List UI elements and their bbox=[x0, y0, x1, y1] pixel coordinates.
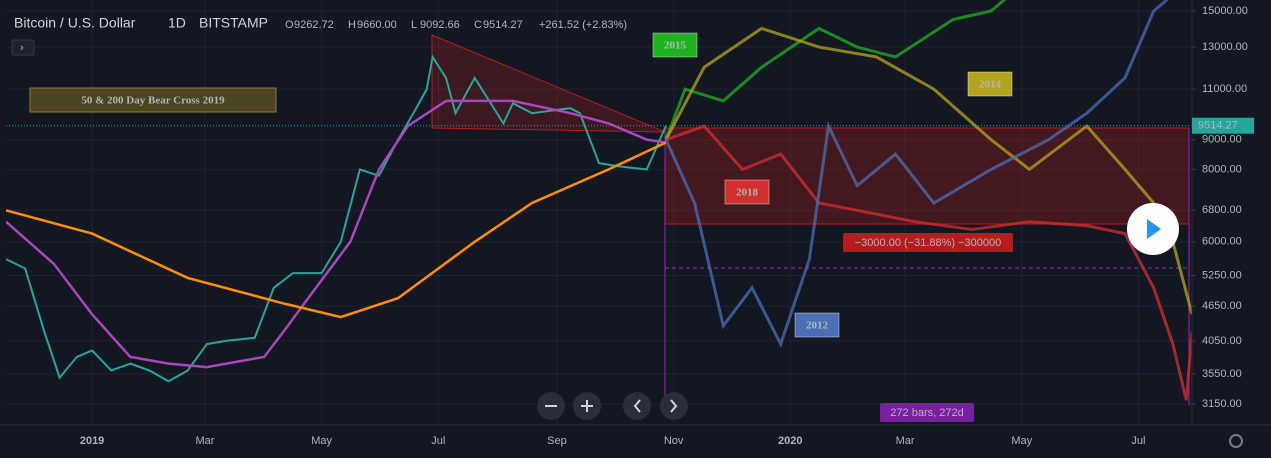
collapse-button[interactable] bbox=[11, 39, 35, 56]
triangle-drawing bbox=[431, 34, 666, 133]
ohlc-key: L bbox=[411, 19, 417, 31]
ohlc-key: O bbox=[285, 19, 294, 31]
ohlc-value: 9262.72 bbox=[294, 19, 334, 31]
scroll-left[interactable] bbox=[623, 392, 651, 420]
series-group bbox=[6, 0, 1192, 401]
series-line bbox=[664, 0, 1007, 141]
ohlc-value: 9514.27 bbox=[483, 19, 523, 31]
measure-label: −3000.00 (−31.88%) −300000 bbox=[855, 237, 1002, 249]
x-tick-label: Mar bbox=[896, 435, 915, 447]
chart-title: 50 & 200 Day Bear Cross 2019 bbox=[81, 95, 225, 107]
x-tick-label: May bbox=[311, 435, 332, 447]
y-tick-label: 5250.00 bbox=[1202, 269, 1242, 281]
icon bbox=[581, 400, 593, 412]
y-tick-label: 11000.00 bbox=[1202, 83, 1247, 95]
plot-area bbox=[6, 0, 1192, 405]
ohlc-value: 9660.00 bbox=[357, 19, 397, 31]
play-icon bbox=[1147, 219, 1161, 239]
series-line bbox=[6, 54, 667, 383]
series-tag: 2012 bbox=[806, 320, 829, 332]
interval: 1D bbox=[168, 15, 186, 31]
ohlc-value: 9092.66 bbox=[420, 19, 460, 31]
y-tick-label: 3550.00 bbox=[1202, 368, 1242, 380]
y-tick-label: 15000.00 bbox=[1202, 5, 1248, 17]
ohlc-key: C bbox=[474, 19, 482, 31]
series-tag-box bbox=[794, 312, 840, 338]
last-price-box bbox=[1192, 117, 1254, 134]
x-tick-label: Sep bbox=[547, 435, 567, 447]
series-tag-box bbox=[652, 32, 698, 58]
y-tick-label: 3150.00 bbox=[1202, 398, 1242, 410]
x-tick-label: 2020 bbox=[778, 435, 802, 447]
series-tag: 2018 bbox=[736, 187, 759, 199]
y-tick-label: 4650.00 bbox=[1202, 300, 1242, 312]
y-tick-label: 13000.00 bbox=[1202, 41, 1248, 53]
settings-button[interactable] bbox=[1229, 434, 1243, 448]
y-tick-label: 4050.00 bbox=[1202, 335, 1242, 347]
series-tag-box bbox=[967, 71, 1013, 97]
series-tag: 2015 bbox=[664, 40, 687, 52]
labels: 3150.00 3550.00 4050.00 4650.00 5250.00 6000.… bbox=[29, 5, 1254, 447]
x-tick-label: Mar bbox=[195, 435, 214, 447]
ohlc-key: H bbox=[348, 19, 356, 31]
measure-box bbox=[664, 127, 1190, 225]
measure-label-box bbox=[843, 233, 1013, 252]
y-tick-label: 8000.00 bbox=[1202, 163, 1242, 175]
x-tick-label: May bbox=[1011, 435, 1032, 447]
y-tick-label: 6800.00 bbox=[1202, 204, 1242, 216]
series-tag-box bbox=[724, 179, 770, 205]
exchange: BITSTAMP bbox=[199, 15, 268, 31]
collapse-icon: › bbox=[20, 42, 24, 54]
price-change: +261.52 (+2.83%) bbox=[539, 19, 627, 31]
title-box bbox=[29, 87, 277, 113]
x-tick-label: Jul bbox=[431, 435, 445, 447]
icon bbox=[670, 399, 678, 413]
series-line bbox=[664, 0, 1169, 348]
scroll-right[interactable] bbox=[660, 392, 688, 420]
range-label-box bbox=[880, 403, 974, 422]
series-line bbox=[6, 99, 667, 369]
range-label: 272 bars, 272d bbox=[890, 407, 963, 419]
series-line bbox=[664, 26, 1192, 315]
zoom-controls bbox=[537, 392, 688, 420]
icon bbox=[633, 399, 641, 413]
x-tick-label: Nov bbox=[664, 435, 684, 447]
x-tick-label: Jul bbox=[1131, 435, 1145, 447]
y-tick-label: 9000.00 bbox=[1202, 134, 1242, 146]
grid bbox=[6, 0, 1192, 425]
series-line bbox=[665, 124, 1192, 401]
ohlc: O 9262.72 H 9660.00 L 9092.66 C 9514.27 +261.52 … bbox=[285, 19, 627, 31]
series-line bbox=[6, 141, 667, 319]
y-tick-label: 6000.00 bbox=[1202, 236, 1242, 248]
x-tick-label: 2019 bbox=[80, 435, 104, 447]
series-tag: 2014 bbox=[979, 79, 1002, 91]
last-price-label: 9514.27 bbox=[1198, 120, 1238, 132]
symbol: Bitcoin / U.S. Dollar bbox=[14, 15, 136, 31]
